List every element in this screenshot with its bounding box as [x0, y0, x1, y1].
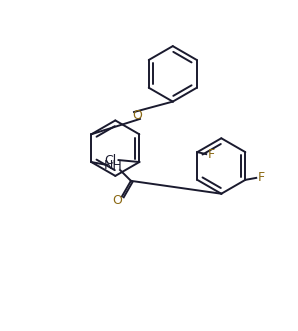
Text: F: F — [208, 148, 215, 161]
Text: NH: NH — [104, 159, 122, 171]
Text: F: F — [258, 171, 265, 184]
Text: Cl: Cl — [105, 154, 117, 166]
Text: O: O — [112, 194, 122, 207]
Text: O: O — [132, 110, 142, 122]
